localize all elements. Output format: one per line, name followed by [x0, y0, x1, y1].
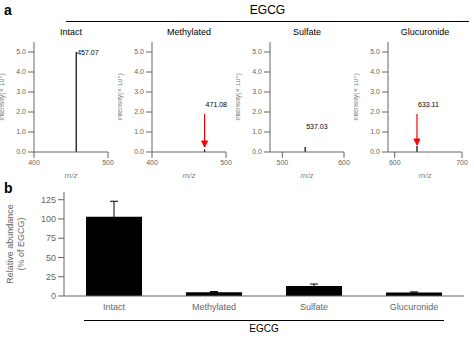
svg-text:500: 500	[276, 159, 288, 166]
html-text:EGCG: EGCG	[249, 3, 286, 17]
svg-text:500: 500	[220, 159, 232, 166]
svg-text:457.07: 457.07	[77, 49, 99, 56]
svg-text:1.0: 1.0	[370, 128, 380, 135]
svg-text:Intensity(× 10⁵): Intensity(× 10⁵)	[354, 73, 360, 120]
svg-text:m/z: m/z	[65, 171, 78, 178]
svg-text:m/z: m/z	[183, 171, 196, 178]
svg-text:3.0: 3.0	[134, 88, 144, 95]
svg-text:75: 75	[46, 233, 56, 243]
svg-text:400: 400	[146, 159, 158, 166]
svg-text:471.08: 471.08	[206, 101, 228, 108]
svg-text:700: 700	[456, 159, 466, 166]
svg-text:m/z: m/z	[419, 171, 432, 178]
svg-text:4.0: 4.0	[134, 68, 144, 75]
svg-text:Intensity(× 10⁵): Intensity(× 10⁵)	[236, 73, 242, 120]
svg-text:1.0: 1.0	[252, 128, 262, 135]
svg-text:4.0: 4.0	[16, 68, 26, 75]
svg-text:Glucuronide: Glucuronide	[390, 302, 439, 312]
svg-text:25: 25	[46, 272, 56, 282]
svg-text:633.11: 633.11	[418, 101, 439, 108]
svg-text:100: 100	[41, 214, 56, 224]
svg-text:5.0: 5.0	[370, 48, 380, 55]
svg-text:0.0: 0.0	[134, 148, 144, 155]
svg-text:0.0: 0.0	[252, 148, 262, 155]
svg-text:0.0: 0.0	[370, 148, 380, 155]
svg-text:50: 50	[46, 253, 56, 263]
svg-text:5.0: 5.0	[16, 48, 26, 55]
svg-text:0.0: 0.0	[16, 148, 26, 155]
html-text:b: b	[4, 180, 13, 196]
svg-text:2.0: 2.0	[370, 108, 380, 115]
html-text:a: a	[4, 2, 12, 18]
html-text:Methylated: Methylated	[167, 27, 211, 37]
svg-text:Intensity(× 10⁵): Intensity(× 10⁵)	[118, 73, 124, 120]
svg-text:5.0: 5.0	[252, 48, 262, 55]
html-text:(% of EGCG): (% of EGCG)	[16, 217, 26, 271]
svg-text:2.0: 2.0	[252, 108, 262, 115]
svg-text:3.0: 3.0	[16, 88, 26, 95]
svg-text:2.0: 2.0	[16, 108, 26, 115]
svg-text:600: 600	[338, 159, 350, 166]
svg-text:3.0: 3.0	[252, 88, 262, 95]
svg-text:m/z: m/z	[301, 171, 314, 178]
svg-text:1.0: 1.0	[134, 128, 144, 135]
html-text:Relative abundance: Relative abundance	[5, 204, 15, 284]
svg-text:4.0: 4.0	[370, 68, 380, 75]
svg-text:4.0: 4.0	[252, 68, 262, 75]
html-text:EGCG: EGCG	[249, 323, 279, 334]
svg-text:0: 0	[51, 291, 56, 301]
svg-text:400: 400	[28, 159, 40, 166]
svg-text:2.0: 2.0	[134, 108, 144, 115]
svg-text:537.03: 537.03	[306, 123, 328, 130]
svg-text:600: 600	[389, 159, 401, 166]
svg-text:Methylated: Methylated	[192, 302, 236, 312]
svg-text:500: 500	[102, 159, 114, 166]
svg-text:5.0: 5.0	[134, 48, 144, 55]
html-text:Sulfate: Sulfate	[293, 27, 321, 37]
html-text:Glucuronide: Glucuronide	[400, 27, 450, 37]
svg-text:125: 125	[41, 195, 56, 205]
svg-text:1.0: 1.0	[16, 128, 26, 135]
html-text:Intact: Intact	[60, 27, 82, 37]
svg-text:Sulfate: Sulfate	[300, 302, 328, 312]
svg-text:Intact: Intact	[103, 302, 126, 312]
svg-text:3.0: 3.0	[370, 88, 380, 95]
